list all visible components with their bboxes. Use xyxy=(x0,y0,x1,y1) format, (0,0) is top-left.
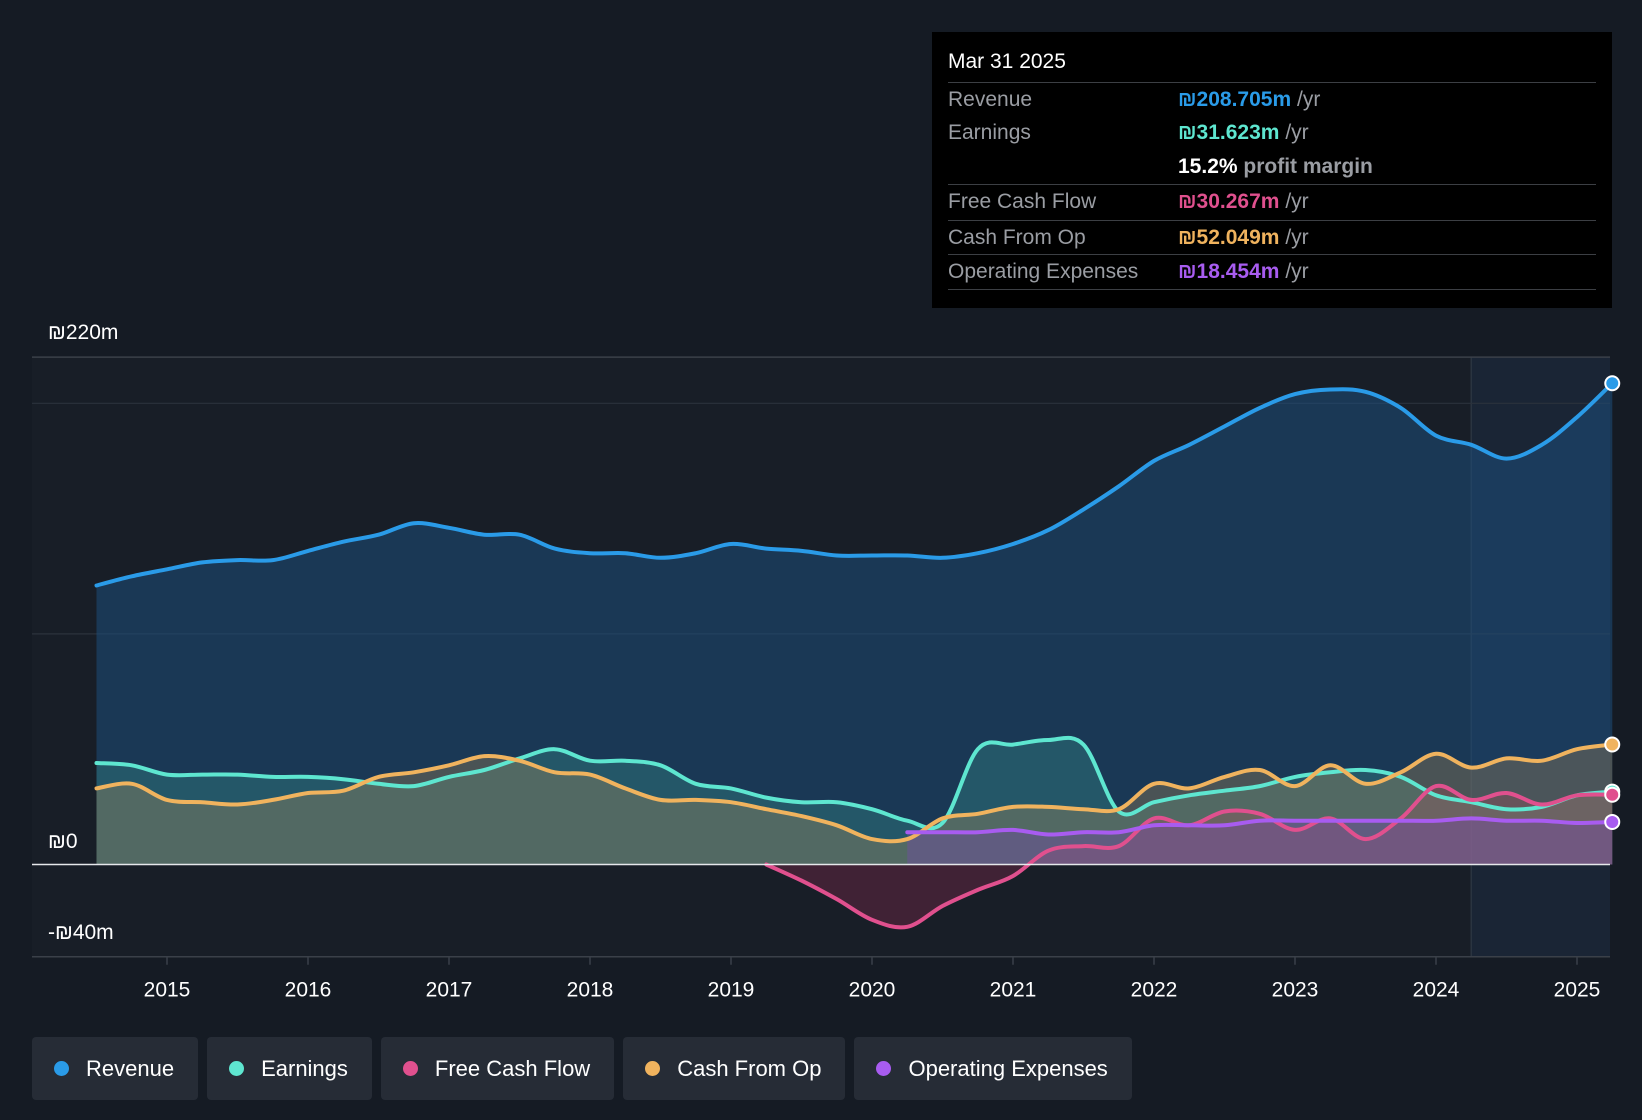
legend-label: Free Cash Flow xyxy=(434,1055,591,1081)
y-tick-label-bottom: -₪40m xyxy=(48,921,114,944)
tooltip-row-operating-expenses: Operating Expenses ₪18.454m /yr xyxy=(948,254,1596,290)
revenue-line xyxy=(94,381,1615,588)
earnings-area xyxy=(96,737,1613,865)
x-tick-label: 2023 xyxy=(1272,979,1319,1002)
operating-expenses-line xyxy=(905,816,1615,837)
x-tick-label: 2021 xyxy=(990,979,1037,1002)
x-tick-label: 2017 xyxy=(426,979,473,1002)
tooltip-label: Free Cash Flow xyxy=(948,190,1097,213)
data-tooltip: Mar 31 2025 Revenue ₪208.705m /yr Earnin… xyxy=(932,32,1612,308)
x-tick-label: 2024 xyxy=(1413,979,1460,1002)
tooltip-row-profit-margin: 15.2% profit margin xyxy=(948,150,1596,184)
y-tick-label-zero: ₪0 xyxy=(48,830,78,853)
operating-expenses-end-marker xyxy=(1604,813,1621,830)
tooltip-row-free-cash-flow: Free Cash Flow ₪30.267m /yr xyxy=(948,184,1596,219)
cash-from-op-end-marker xyxy=(1604,736,1621,753)
x-tick-label: 2019 xyxy=(708,979,755,1002)
tooltip-value: ₪30.267m /yr xyxy=(1178,190,1309,213)
chart-legend: Revenue Earnings Free Cash Flow Cash Fro… xyxy=(32,1037,1132,1100)
x-tick-label: 2022 xyxy=(1131,979,1178,1002)
earnings-dot-icon xyxy=(229,1061,245,1076)
cash-from-op-dot-icon xyxy=(645,1061,661,1076)
revenue-area xyxy=(96,383,1613,865)
cash-from-op-line xyxy=(94,742,1615,844)
tooltip-row-revenue: Revenue ₪208.705m /yr xyxy=(948,82,1596,117)
series-areas xyxy=(96,383,1613,928)
earnings-line xyxy=(94,735,1615,831)
tooltip-row-earnings: Earnings ₪31.623m /yr xyxy=(948,116,1596,150)
axes-layer: 2015 2016 2017 2018 2019 2020 2021 2022 2023 2024… xyxy=(32,356,1610,1002)
tooltip-date: Mar 31 2025 xyxy=(948,50,1066,73)
y-tick-label-top: ₪220m xyxy=(48,321,119,344)
x-tick-label: 2020 xyxy=(849,979,896,1002)
x-tick-label: 2018 xyxy=(567,979,614,1002)
legend-label: Cash From Op xyxy=(677,1055,822,1081)
x-tick-label: 2015 xyxy=(144,979,191,1002)
revenue-end-marker xyxy=(1604,375,1621,392)
tooltip-value: ₪18.454m /yr xyxy=(1178,260,1309,283)
legend-item-revenue[interactable]: Revenue xyxy=(32,1037,199,1100)
x-tick-label: 2025 xyxy=(1554,979,1601,1002)
series-end-markers xyxy=(1604,375,1621,830)
legend-label: Operating Expenses xyxy=(908,1055,1108,1081)
legend-item-free-cash-flow[interactable]: Free Cash Flow xyxy=(380,1037,615,1100)
operating-expenses-area xyxy=(907,818,1613,865)
free-cash-flow-dot-icon xyxy=(402,1061,418,1076)
tooltip-label: Cash From Op xyxy=(948,226,1086,249)
legend-item-operating-expenses[interactable]: Operating Expenses xyxy=(854,1037,1132,1100)
tooltip-label: Earnings xyxy=(948,121,1031,144)
x-tick-label: 2016 xyxy=(285,979,332,1002)
legend-label: Revenue xyxy=(86,1055,175,1081)
tooltip-value: ₪31.623m /yr xyxy=(1178,121,1309,144)
legend-label: Earnings xyxy=(261,1055,348,1081)
tooltip-row-cash-from-op: Cash From Op ₪52.049m /yr xyxy=(948,220,1596,255)
operating-expenses-dot-icon xyxy=(876,1061,892,1076)
tooltip-value: ₪208.705m /yr xyxy=(1178,88,1321,111)
legend-item-cash-from-op[interactable]: Cash From Op xyxy=(623,1037,846,1100)
tooltip-label: Operating Expenses xyxy=(948,260,1139,283)
series-lines xyxy=(94,381,1615,930)
legend-item-earnings[interactable]: Earnings xyxy=(207,1037,372,1100)
tooltip-label: Revenue xyxy=(948,88,1033,111)
tooltip-profit-margin: 15.2% profit margin xyxy=(1178,155,1373,178)
tooltip-value: ₪52.049m /yr xyxy=(1178,226,1309,249)
revenue-dot-icon xyxy=(54,1061,69,1076)
free-cash-flow-end-marker xyxy=(1604,786,1621,803)
